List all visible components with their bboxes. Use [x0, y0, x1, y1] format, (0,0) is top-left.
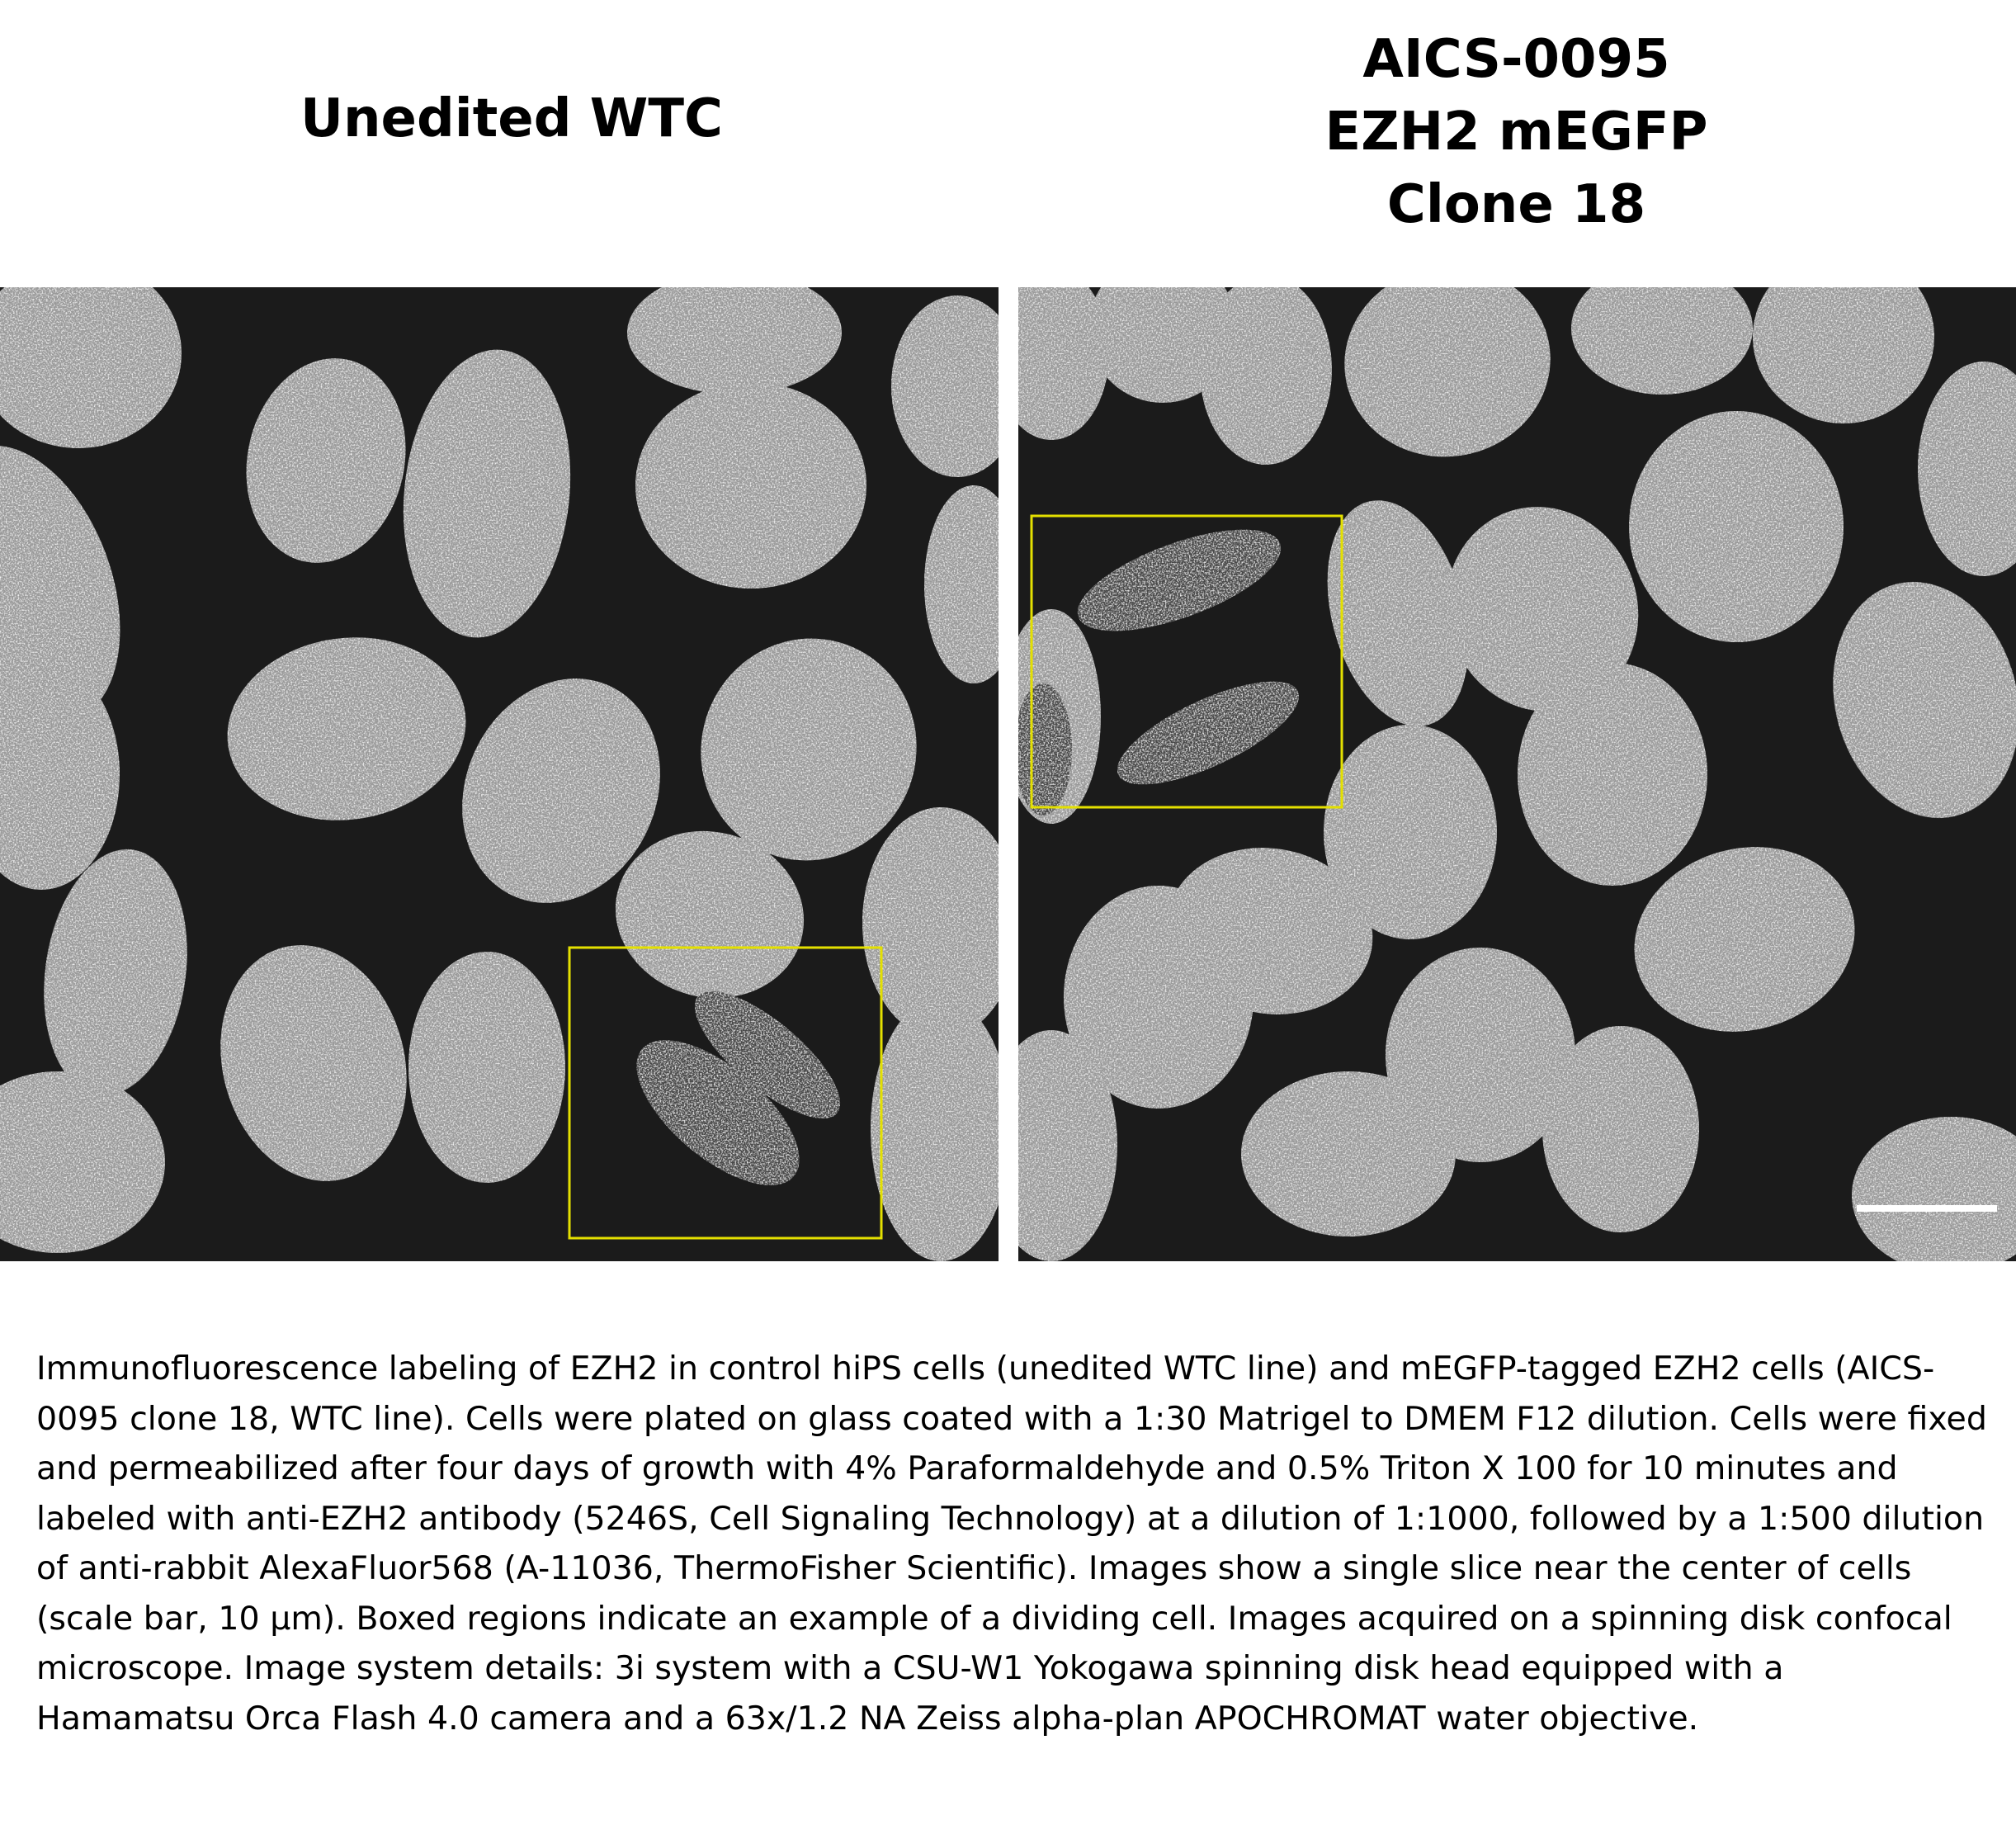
nucleus [1241, 1071, 1456, 1236]
micrograph-ezh2-megfp [1018, 287, 2016, 1261]
dividing-cell-box [568, 946, 883, 1240]
micrograph-unedited [0, 287, 999, 1261]
nucleus [462, 678, 660, 903]
nucleus [1542, 1026, 1699, 1232]
nuclei-group [0, 287, 999, 1261]
nucleus [246, 358, 406, 563]
nucleus [627, 287, 842, 395]
dividing-cell [636, 991, 841, 1185]
nucleus [0, 287, 182, 448]
panel-title-line: Clone 18 [1386, 174, 1646, 235]
nucleus [1753, 287, 1934, 423]
figure-caption: Immunofluorescence labeling of EZH2 in c… [36, 1344, 1992, 1743]
nucleus [1571, 287, 1753, 395]
nucleus [1852, 1117, 2016, 1261]
nucleus [1446, 507, 1639, 712]
panel-title-edited: AICS-0095 EZH2 mEGFP Clone 18 [1017, 23, 2016, 241]
panel-title-unedited: Unedited WTC [0, 83, 1023, 155]
nucleus [862, 807, 999, 1038]
nucleus [871, 997, 999, 1261]
nucleus [0, 659, 120, 890]
figure-caption-text: Immunofluorescence labeling of EZH2 in c… [36, 1350, 1987, 1738]
nucleus [1018, 287, 1109, 440]
micrograph-image [1018, 287, 2016, 1261]
nucleus [1324, 725, 1497, 939]
nucleus [1518, 663, 1707, 886]
scale-bar [1857, 1205, 1997, 1212]
dividing-cell-box [1030, 514, 1343, 809]
nucleus [891, 295, 999, 477]
nucleus [635, 382, 866, 589]
micrograph-image [0, 287, 999, 1261]
nucleus [924, 485, 999, 683]
nuclei-group [1018, 287, 2016, 1261]
nucleus [220, 945, 407, 1181]
nucleus [1088, 287, 1237, 403]
nucleus [403, 349, 571, 638]
panel-title-line: EZH2 mEGFP [1324, 102, 1708, 163]
nucleus [227, 637, 466, 820]
nucleus [701, 638, 917, 861]
panel-title-line: Unedited WTC [300, 88, 723, 149]
nucleus [1327, 500, 1469, 726]
nucleus [1833, 582, 2016, 818]
nucleus [615, 830, 805, 999]
nucleus [1344, 287, 1551, 457]
nucleus [408, 952, 565, 1183]
nucleus [44, 849, 187, 1096]
panel-title-line: AICS-0095 [1362, 29, 1670, 90]
nucleus [0, 1071, 165, 1253]
nucleus [1200, 287, 1332, 465]
nucleus [1918, 362, 2016, 576]
nucleus [1018, 1030, 1117, 1261]
nucleus [1064, 886, 1254, 1109]
nucleus [1634, 847, 1855, 1032]
nucleus [0, 445, 120, 724]
nucleus [1629, 411, 1844, 642]
